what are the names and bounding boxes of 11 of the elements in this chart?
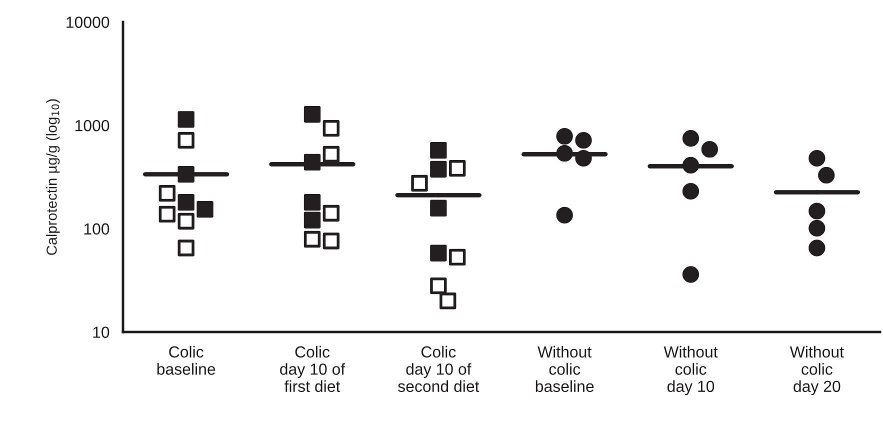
x-tick-label: Without colic day 10 [664,346,718,396]
x-tick-label: Colic day 10 of first diet [280,346,346,392]
y-axis-title: Calprotectin µg/g (log$_{10}$) [46,99,60,255]
y-tick-label: 1000 [75,120,110,132]
y-tick-label: 10000 [66,16,110,28]
x-tick-label: Without colic baseline [536,346,594,392]
x-tick-label: Colic baseline [157,346,216,375]
y-tick-label: 100 [84,223,110,235]
y-tick-label: 10 [93,326,110,338]
x-tick-label: Colic day 10 of second diet [398,346,480,392]
x-tick-label: Without colic day 20 [790,346,844,396]
